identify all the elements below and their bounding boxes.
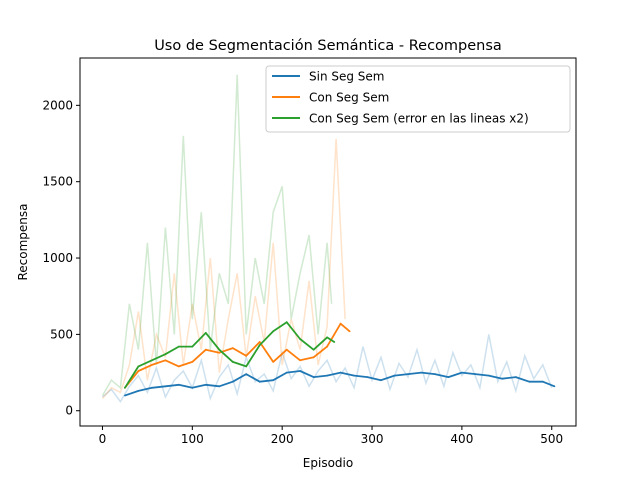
data-point-sin-seg-sem: [191, 386, 194, 389]
data-point-con-seg-sem: [245, 354, 248, 357]
data-point-sin-seg-sem: [164, 385, 167, 388]
data-point-sin-seg-sem: [272, 379, 275, 382]
data-point-con-seg-sem-error-en-las-lineas-x2: [164, 353, 167, 356]
y-axis: 0 500 1000 1500 2000: [42, 98, 80, 418]
data-point-sin-seg-sem: [326, 374, 328, 377]
data-point-sin-seg-sem: [312, 376, 315, 378]
data-point-con-seg-sem: [348, 330, 351, 333]
data-point-con-seg-sem: [177, 365, 180, 368]
y-axis-label: Recompensa: [16, 203, 30, 280]
data-point-con-seg-sem: [258, 341, 261, 343]
data-point-sin-seg-sem: [339, 371, 342, 374]
data-point-sin-seg-sem: [258, 380, 261, 383]
chart-title: Uso de Segmentación Semántica - Recompen…: [154, 38, 502, 54]
data-point-sin-seg-sem: [487, 374, 490, 377]
x-tick-label: 400: [450, 432, 473, 446]
x-tick-label: 0: [99, 432, 107, 446]
legend: Sin Seg Sem Con Seg Sem Con Seg Sem (err…: [265, 65, 571, 133]
data-point-sin-seg-sem: [380, 379, 382, 382]
data-point-sin-seg-sem: [434, 373, 436, 375]
data-point-sin-seg-sem: [461, 371, 463, 374]
data-point-con-seg-sem: [151, 364, 153, 366]
legend-label-sin-seg-sem: Sin Seg Sem: [309, 70, 385, 84]
data-point-con-seg-sem: [326, 345, 328, 348]
data-point-con-seg-sem: [191, 361, 194, 363]
raw-line-con-seg-sem-error-en-las-lineas-x2: [101, 74, 333, 396]
data-point-sin-seg-sem: [177, 383, 180, 386]
x-tick-label: 200: [271, 432, 294, 446]
data-point-sin-seg-sem: [541, 380, 544, 383]
data-point-sin-seg-sem: [474, 373, 477, 375]
y-tick-label: 2000: [42, 98, 73, 112]
legend-label-con-seg-sem: Con Seg Sem: [309, 91, 389, 105]
data-point-sin-seg-sem: [366, 376, 369, 378]
data-point-con-seg-sem-error-en-las-lineas-x2: [272, 330, 275, 333]
raw-line-sin-seg-sem: [102, 334, 553, 403]
data-point-sin-seg-sem: [528, 380, 531, 383]
data-point-sin-seg-sem: [137, 390, 140, 392]
data-point-con-seg-sem: [164, 359, 167, 362]
data-point-sin-seg-sem: [393, 374, 396, 377]
data-point-con-seg-sem: [339, 322, 342, 325]
data-point-con-seg-sem-error-en-las-lineas-x2: [231, 361, 234, 363]
data-point-sin-seg-sem: [151, 386, 153, 389]
data-point-sin-seg-sem: [231, 380, 234, 383]
data-point-sin-seg-sem: [420, 371, 423, 374]
data-point-con-seg-sem-error-en-las-lineas-x2: [333, 341, 336, 343]
y-tick-label: 1500: [42, 175, 73, 189]
y-tick-label: 0: [65, 404, 73, 418]
data-point-con-seg-sem: [299, 359, 301, 362]
data-point-con-seg-sem: [218, 351, 221, 354]
legend-label-con-seg-sem-error: Con Seg Sem (error en las lineas x2): [309, 112, 529, 126]
data-point-sin-seg-sem: [447, 376, 450, 378]
data-point-con-seg-sem: [204, 348, 207, 351]
data-point-sin-seg-sem: [553, 385, 556, 388]
data-point-sin-seg-sem: [245, 373, 248, 375]
raw-line-con-seg-sem: [101, 138, 346, 399]
legend-box: [265, 65, 571, 133]
data-point-con-seg-sem-error-en-las-lineas-x2: [258, 344, 261, 346]
data-point-con-seg-sem-error-en-las-lineas-x2: [299, 338, 301, 340]
y-tick-label: 1000: [42, 251, 73, 265]
data-point-sin-seg-sem: [124, 394, 126, 397]
x-axis-label: Episodio: [303, 456, 353, 470]
data-point-sin-seg-sem: [407, 373, 409, 375]
x-axis: 0 100 200 300 400 500: [99, 426, 563, 446]
data-point-sin-seg-sem: [501, 377, 504, 380]
series-line-con-seg-sem: [124, 322, 351, 389]
data-point-sin-seg-sem: [218, 385, 221, 388]
data-point-con-seg-sem-error-en-las-lineas-x2: [191, 345, 194, 348]
data-point-con-seg-sem: [137, 370, 140, 372]
data-point-con-seg-sem-error-en-las-lineas-x2: [137, 365, 140, 368]
data-point-con-seg-sem: [231, 347, 234, 349]
data-point-con-seg-sem-error-en-las-lineas-x2: [312, 348, 315, 351]
data-point-con-seg-sem-error-en-las-lineas-x2: [285, 321, 288, 324]
data-point-con-seg-sem-error-en-las-lineas-x2: [245, 365, 248, 368]
plot-frame: [79, 57, 577, 427]
data-point-con-seg-sem: [312, 356, 315, 359]
data-point-con-seg-sem-error-en-las-lineas-x2: [218, 348, 221, 351]
x-tick-label: 500: [540, 432, 563, 446]
data-point-sin-seg-sem: [514, 376, 517, 378]
data-point-con-seg-sem-error-en-las-lineas-x2: [326, 336, 328, 339]
data-point-con-seg-sem: [272, 361, 275, 363]
plot-area: [101, 74, 556, 403]
data-point-sin-seg-sem: [285, 371, 288, 374]
data-point-sin-seg-sem: [353, 374, 355, 377]
data-point-con-seg-sem-error-en-las-lineas-x2: [151, 359, 153, 362]
data-point-con-seg-sem-error-en-las-lineas-x2: [124, 386, 126, 389]
data-point-con-seg-sem: [285, 348, 288, 351]
y-tick-label: 500: [50, 327, 73, 341]
x-tick-label: 300: [361, 432, 384, 446]
x-tick-label: 100: [181, 432, 204, 446]
data-point-sin-seg-sem: [204, 383, 207, 386]
data-point-con-seg-sem-error-en-las-lineas-x2: [177, 345, 180, 348]
data-point-con-seg-sem-error-en-las-lineas-x2: [204, 332, 207, 334]
data-point-sin-seg-sem: [299, 370, 301, 372]
